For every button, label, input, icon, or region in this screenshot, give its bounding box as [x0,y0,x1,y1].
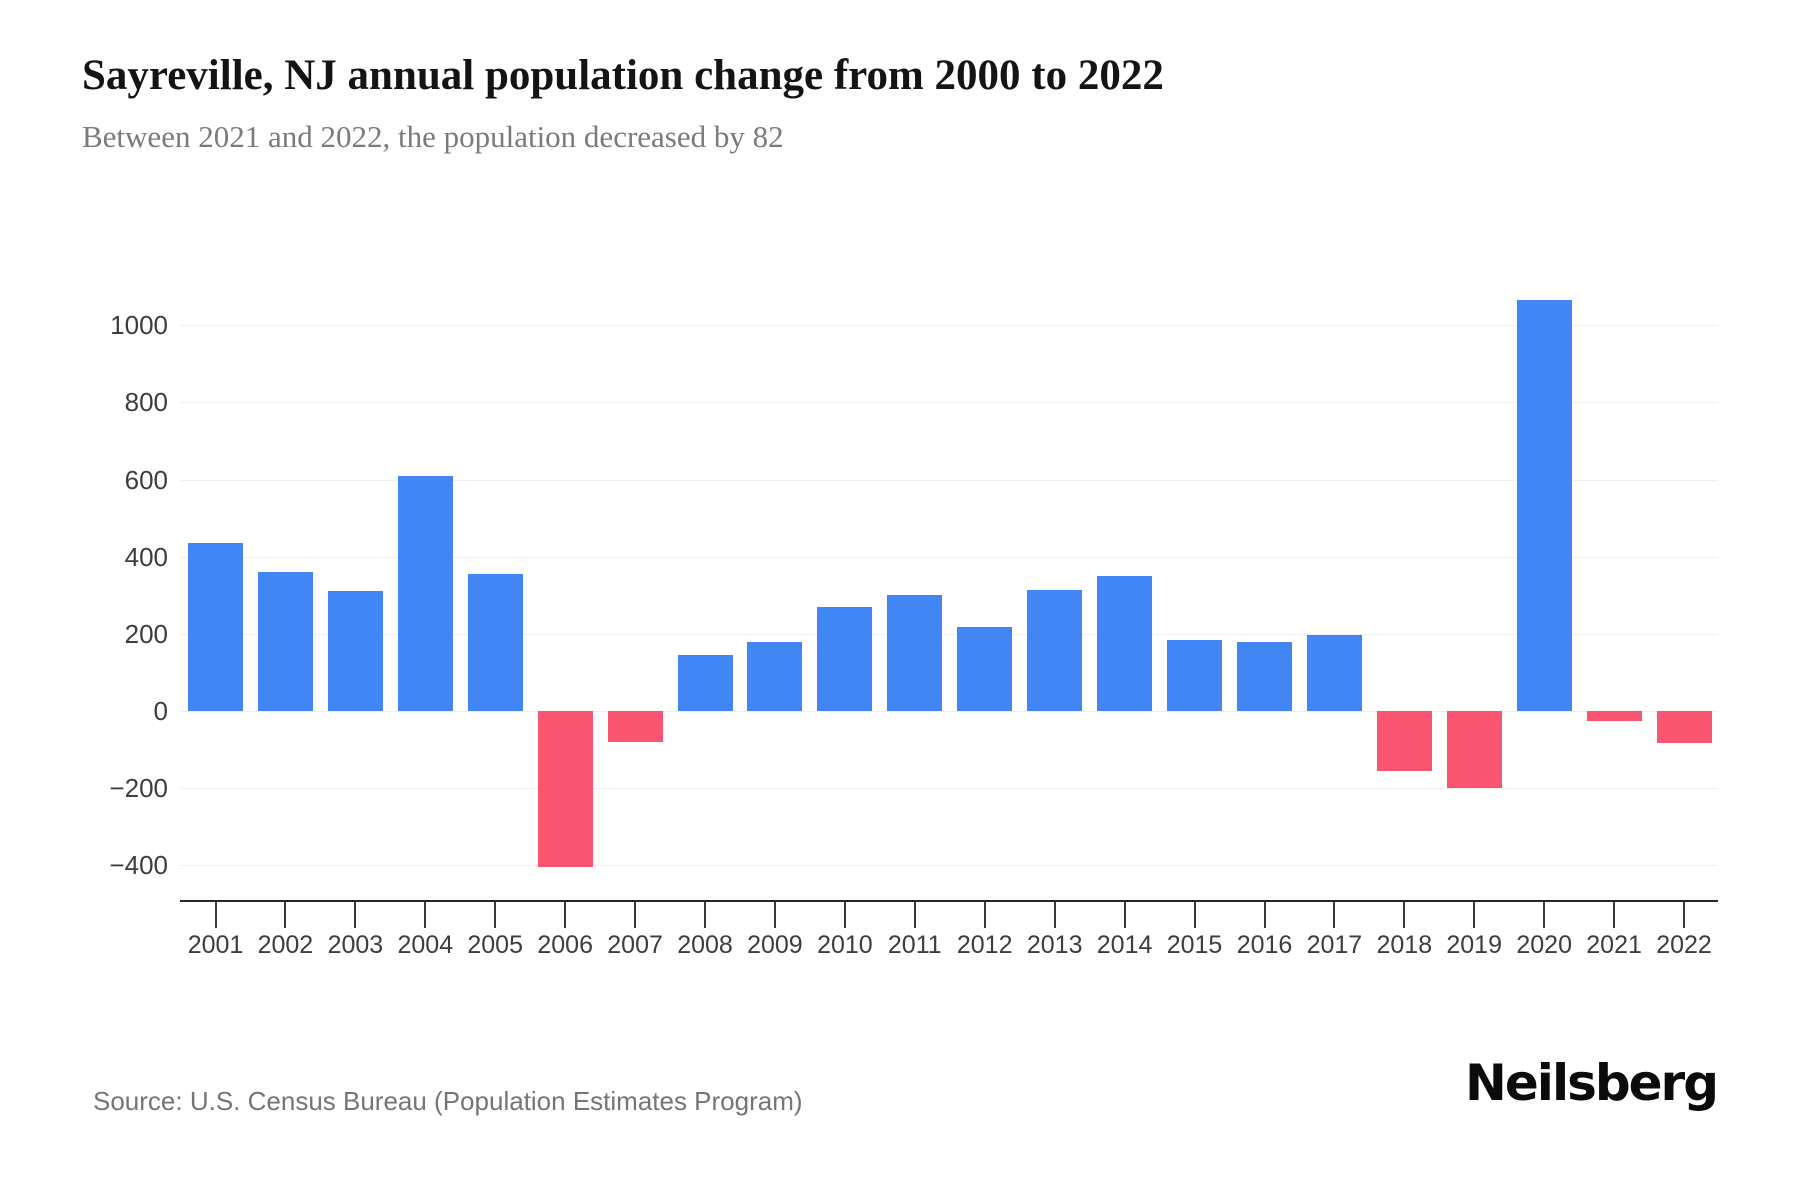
x-axis-label: 2015 [1166,931,1223,959]
x-axis-tick [983,902,986,928]
x-axis-label: 2019 [1446,931,1502,959]
y-axis-tick-label: 600 [124,464,168,495]
bar-2009[interactable] [747,642,803,711]
x-axis-tick [214,902,217,928]
bar-2015[interactable] [1167,639,1222,711]
x-axis-tick [1403,902,1406,928]
x-axis-line [180,900,1718,902]
x-axis-tick [1543,902,1546,928]
x-axis-tick [1193,902,1196,928]
x-axis-label: 2010 [817,931,873,959]
bar-2011[interactable] [887,595,943,711]
y-axis-tick-label: −400 [109,850,168,881]
x-axis-tick [704,902,706,928]
x-axis-label: 2004 [397,931,454,959]
gridline [180,633,1718,635]
gridline [180,788,1718,790]
x-axis-tick [494,902,497,928]
x-axis-tick [1053,902,1056,928]
bar-2012[interactable] [957,626,1013,711]
bar-2013[interactable] [1027,589,1083,711]
gridline [180,325,1718,327]
x-axis-label: 2008 [677,931,733,959]
y-axis-tick-label: 400 [124,541,168,572]
x-axis-label: 2009 [747,931,803,959]
bar-2018[interactable] [1376,711,1432,771]
page-title: Sayreville, NJ annual population change … [82,52,1164,99]
x-axis-tick [913,902,916,928]
x-axis-tick [843,902,846,928]
x-axis-label: 2005 [467,931,523,959]
gridline [180,556,1718,558]
gridline [180,402,1718,404]
bar-2014[interactable] [1097,576,1153,711]
bar-2005[interactable] [467,574,523,711]
bar-2021[interactable] [1586,711,1642,721]
x-axis-label: 2006 [537,931,593,959]
bar-2008[interactable] [677,655,733,711]
x-axis-label: 2016 [1236,931,1293,959]
neilsberg-logo: Neilsberg [1465,1054,1719,1112]
x-axis-tick [1613,902,1616,928]
bar-2003[interactable] [327,591,383,711]
x-axis-tick [284,902,287,928]
x-axis-label: 2013 [1026,931,1083,959]
source-note: Source: U.S. Census Bureau (Population E… [93,1086,803,1116]
gridline [180,479,1718,481]
bar-2002[interactable] [257,572,313,711]
y-axis-tick-label: 800 [124,387,168,418]
x-axis-label: 2007 [607,931,663,959]
x-axis-tick [354,902,357,928]
x-axis-label: 2011 [887,931,942,959]
bar-2010[interactable] [817,606,873,711]
x-axis-tick [424,902,427,928]
x-axis-label: 2021 [1586,931,1642,959]
x-axis-tick [1683,902,1685,928]
bar-2004[interactable] [397,475,453,711]
x-axis-tick [564,902,567,928]
x-axis-label: 2003 [327,931,384,959]
page-subtitle: Between 2021 and 2022, the population de… [82,119,784,154]
x-axis-label: 2022 [1656,931,1712,959]
x-axis-label: 2012 [956,931,1013,959]
x-axis-tick [1333,902,1336,928]
x-axis-label: 2020 [1516,931,1572,959]
y-axis-tick-label: −200 [109,773,168,804]
bar-2001[interactable] [188,543,243,711]
bar-2016[interactable] [1237,642,1292,711]
bar-2006[interactable] [537,711,593,868]
y-axis-tick-label: 0 [153,696,168,726]
x-axis-label: 2001 [187,931,244,959]
gridline [180,865,1718,867]
bar-2017[interactable] [1306,634,1362,711]
x-axis-tick [1473,902,1476,928]
x-axis-label: 2018 [1376,931,1433,959]
x-axis-label: 2017 [1306,931,1363,959]
y-axis-tick-label: 200 [124,618,168,649]
bar-2007[interactable] [607,711,663,742]
bar-2022[interactable] [1656,711,1712,743]
x-axis-tick [1123,902,1126,928]
x-axis-label: 2014 [1096,931,1153,959]
x-axis-tick [634,902,637,928]
bar-2020[interactable] [1516,300,1572,711]
x-axis-tick [1263,902,1266,928]
x-axis-label: 2002 [257,931,314,959]
x-axis-tick [773,902,776,928]
y-axis-tick-label: 1000 [110,310,168,341]
gridline [180,711,1718,712]
bar-2019[interactable] [1446,711,1502,789]
